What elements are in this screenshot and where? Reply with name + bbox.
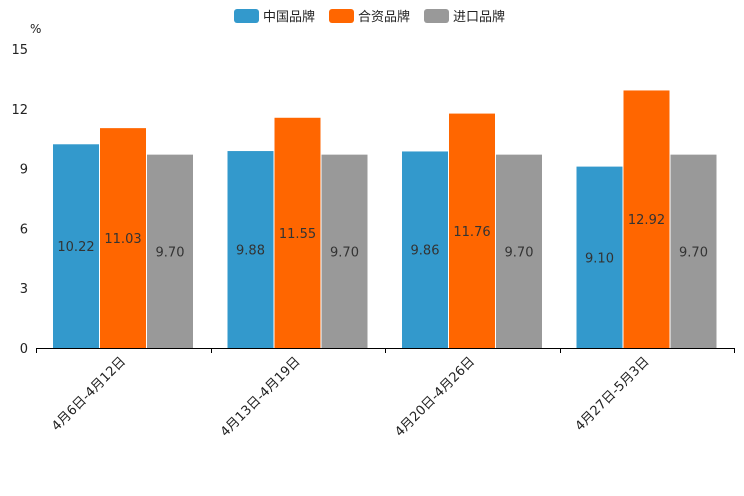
y-tick-label: 12 — [11, 103, 28, 118]
y-axis-unit-label: % — [30, 22, 41, 36]
legend: 中国品牌 合资品牌 进口品牌 — [234, 9, 505, 25]
bar-value-label: 12.92 — [628, 213, 665, 228]
bar-2-1[interactable] — [100, 128, 146, 348]
bar-value-label: 11.55 — [279, 227, 316, 242]
bar-value-label: 9.88 — [236, 244, 265, 259]
x-category-label: 4月6日-4月12日 — [49, 354, 129, 434]
bars: 10.22 11.03 9.70 9.88 11.55 9.70 9.86 11.76 9.70… — [53, 90, 717, 349]
bar-2-3[interactable] — [449, 113, 495, 348]
y-tick-label: 6 — [20, 222, 28, 237]
x-category-label: 4月13日-4月19日 — [218, 354, 304, 440]
legend-swatch-3[interactable] — [424, 9, 449, 23]
bar-value-label: 11.76 — [453, 225, 490, 240]
bar-3-3[interactable] — [496, 154, 542, 348]
bar-3-1[interactable] — [147, 154, 193, 348]
x-category-label: 4月20日-4月26日 — [392, 354, 478, 440]
bar-value-label: 11.03 — [104, 232, 141, 247]
legend-label-3[interactable]: 进口品牌 — [453, 9, 505, 25]
bar-value-label: 9.70 — [330, 245, 359, 260]
legend-swatch-1[interactable] — [234, 9, 259, 23]
x-axis: 4月6日-4月12日 4月13日-4月19日 4月20日-4月26日 4月27日-5月… — [36, 348, 735, 440]
y-tick-label: 3 — [20, 282, 28, 297]
y-tick-label: 0 — [20, 342, 28, 357]
bar-3-4[interactable] — [670, 154, 717, 348]
x-category-label: 4月27日-5月3日 — [573, 354, 653, 434]
legend-swatch-2[interactable] — [329, 9, 354, 23]
y-axis: 0 3 6 9 12 15 — [11, 43, 28, 357]
bar-value-label: 9.10 — [585, 251, 614, 266]
bar-2-4[interactable] — [623, 90, 670, 348]
bar-1-3[interactable] — [402, 151, 448, 348]
bar-1-4[interactable] — [576, 166, 623, 348]
y-tick-label: 15 — [11, 43, 28, 58]
legend-label-1[interactable]: 中国品牌 — [263, 9, 315, 25]
bar-2-2[interactable] — [274, 117, 321, 349]
bar-1-2[interactable] — [227, 151, 274, 348]
bar-value-label: 10.22 — [57, 240, 94, 255]
bar-3-2[interactable] — [321, 154, 368, 348]
y-tick-label: 9 — [20, 163, 28, 178]
bar-value-label: 9.70 — [505, 245, 534, 260]
bar-value-label: 9.86 — [411, 244, 440, 259]
legend-label-2[interactable]: 合资品牌 — [358, 9, 410, 25]
bar-1-1[interactable] — [53, 144, 99, 348]
bar-value-label: 9.70 — [156, 245, 185, 260]
bar-value-label: 9.70 — [679, 245, 708, 260]
